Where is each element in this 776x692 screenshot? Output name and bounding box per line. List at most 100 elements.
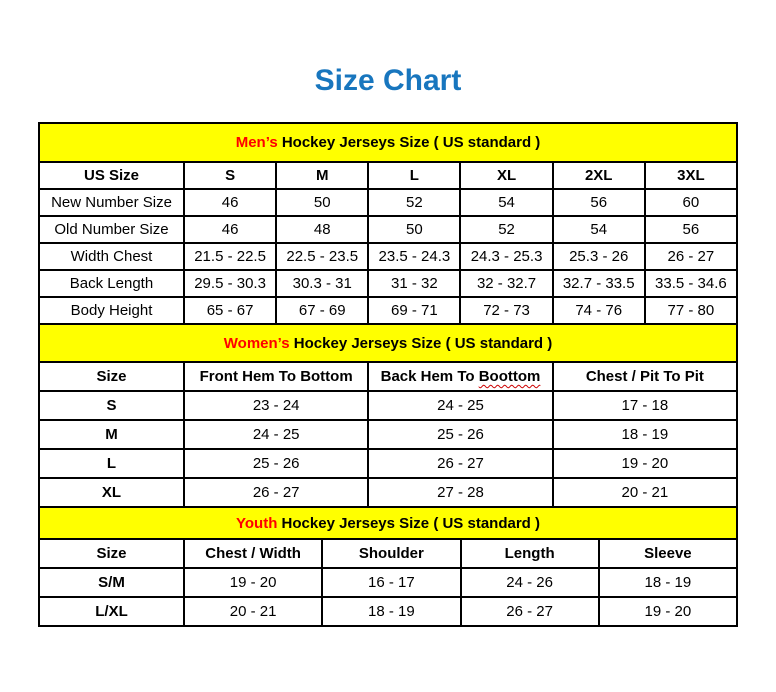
men-size-value: 74 - 76 <box>551 296 646 325</box>
men-row-label: Back Length <box>38 269 185 298</box>
women-size-value: 19 - 20 <box>551 448 739 479</box>
men-size-value: 46 <box>182 215 278 244</box>
women-size-value: 20 - 21 <box>551 477 739 508</box>
men-size-value: 29.5 - 30.3 <box>182 269 278 298</box>
women-row-label: XL <box>38 477 185 508</box>
women-col-header-3: Chest / Pit To Pit <box>551 361 739 392</box>
women-table-row: S 23 - 24 24 - 25 17 - 18 <box>38 390 739 421</box>
youth-size-value: 26 - 27 <box>459 596 600 627</box>
youth-size-value: 19 - 20 <box>597 596 739 627</box>
men-size-value: 77 - 80 <box>643 296 739 325</box>
men-size-value: 48 <box>275 215 370 244</box>
women-table-row: M 24 - 25 25 - 26 18 - 19 <box>38 419 739 450</box>
men-size-value: 32.7 - 33.5 <box>551 269 646 298</box>
men-size-value: 30.3 - 31 <box>275 269 370 298</box>
men-size-value: 26 - 27 <box>643 242 739 271</box>
men-table-row: Back Length 29.5 - 30.3 30.3 - 31 31 - 32 32… <box>38 269 739 298</box>
youth-size-value: 18 - 19 <box>597 567 739 598</box>
youth-col-header-3: Length <box>459 538 600 569</box>
men-size-value: 22.5 - 23.5 <box>275 242 370 271</box>
youth-row-label: S/M <box>38 567 185 598</box>
men-section-banner: Men’s Hockey Jerseys Size ( US standard … <box>38 122 738 163</box>
men-size-value: 52 <box>367 188 462 217</box>
men-col-header-2: M <box>275 161 370 190</box>
women-size-value: 24 - 25 <box>182 419 370 450</box>
men-size-value: 24.3 - 25.3 <box>459 242 554 271</box>
men-row-label: New Number Size <box>38 188 185 217</box>
men-col-header-5: 2XL <box>551 161 646 190</box>
women-banner-text: Hockey Jerseys Size ( US standard ) <box>289 334 553 352</box>
youth-section-banner: Youth Hockey Jerseys Size ( US standard … <box>38 506 738 540</box>
youth-col-header-1: Chest / Width <box>182 538 324 569</box>
youth-size-table: Youth Hockey Jerseys Size ( US standard … <box>38 506 739 627</box>
men-size-value: 50 <box>275 188 370 217</box>
youth-col-header-4: Sleeve <box>597 538 739 569</box>
women-size-value: 25 - 26 <box>367 419 554 450</box>
men-size-value: 33.5 - 34.6 <box>643 269 739 298</box>
men-size-value: 21.5 - 22.5 <box>182 242 278 271</box>
youth-col-header-0: Size <box>38 538 185 569</box>
youth-table-row: L/XL 20 - 21 18 - 19 26 - 27 19 - 20 <box>38 596 739 627</box>
women-row-label: L <box>38 448 185 479</box>
men-row-label: Old Number Size <box>38 215 185 244</box>
men-size-value: 54 <box>551 215 646 244</box>
page-title: Size Chart <box>314 64 462 97</box>
women-size-value: 26 - 27 <box>367 448 554 479</box>
youth-size-value: 20 - 21 <box>182 596 324 627</box>
men-size-value: 31 - 32 <box>367 269 462 298</box>
men-size-value: 72 - 73 <box>459 296 554 325</box>
women-row-label: S <box>38 390 185 421</box>
men-table-row: Old Number Size 46 48 50 52 54 56 <box>38 215 739 244</box>
men-size-value: 32 - 32.7 <box>459 269 554 298</box>
women-table-row: XL 26 - 27 27 - 28 20 - 21 <box>38 477 739 508</box>
youth-banner-text: Hockey Jerseys Size ( US standard ) <box>277 514 540 532</box>
women-size-value: 27 - 28 <box>367 477 554 508</box>
men-size-value: 46 <box>182 188 278 217</box>
men-size-value: 54 <box>459 188 554 217</box>
men-size-value: 52 <box>459 215 554 244</box>
size-chart-tables: Men’s Hockey Jerseys Size ( US standard … <box>37 122 739 627</box>
men-banner-highlight: Men’s <box>235 134 278 151</box>
women-col-header-1: Front Hem To Bottom <box>182 361 370 392</box>
women-size-value: 25 - 26 <box>182 448 370 479</box>
men-size-value: 23.5 - 24.3 <box>367 242 462 271</box>
youth-col-header-2: Shoulder <box>321 538 462 569</box>
youth-size-value: 24 - 26 <box>459 567 600 598</box>
women-size-value: 26 - 27 <box>182 477 370 508</box>
youth-table-row: S/M 19 - 20 16 - 17 24 - 26 18 - 19 <box>38 567 739 598</box>
men-size-table: Men’s Hockey Jerseys Size ( US standard … <box>38 122 739 325</box>
youth-size-value: 19 - 20 <box>182 567 324 598</box>
women-banner-highlight: Women’s <box>223 334 290 352</box>
men-size-value: 65 - 67 <box>182 296 278 325</box>
women-col-header-2: Back Hem To Boottom <box>367 361 554 392</box>
men-col-header-3: L <box>367 161 462 190</box>
men-table-row: Width Chest 21.5 - 22.5 22.5 - 23.5 23.5 - … <box>38 242 739 271</box>
men-size-value: 56 <box>643 215 739 244</box>
misspelled-word: Boottom <box>478 368 541 385</box>
youth-banner-highlight: Youth <box>236 514 278 532</box>
men-col-header-6: 3XL <box>643 161 739 190</box>
youth-size-value: 18 - 19 <box>321 596 462 627</box>
men-col-header-0: US Size <box>38 161 185 190</box>
women-size-value: 24 - 25 <box>367 390 554 421</box>
men-size-value: 69 - 71 <box>367 296 462 325</box>
men-banner-text: Hockey Jerseys Size ( US standard ) <box>277 134 541 151</box>
men-size-value: 25.3 - 26 <box>551 242 646 271</box>
men-col-header-4: XL <box>459 161 554 190</box>
women-size-table: Women’s Hockey Jerseys Size ( US standar… <box>37 323 739 508</box>
men-row-label: Body Height <box>38 296 185 325</box>
women-table-row: L 25 - 26 26 - 27 19 - 20 <box>38 448 739 479</box>
men-table-row: Body Height 65 - 67 67 - 69 69 - 71 72 - 73 7… <box>38 296 739 325</box>
women-size-value: 17 - 18 <box>551 390 739 421</box>
men-col-header-1: S <box>182 161 278 190</box>
men-size-value: 67 - 69 <box>275 296 370 325</box>
youth-size-value: 16 - 17 <box>321 567 462 598</box>
men-table-row: New Number Size 46 50 52 54 56 60 <box>38 188 739 217</box>
women-size-value: 23 - 24 <box>182 390 370 421</box>
men-size-value: 50 <box>367 215 462 244</box>
women-size-value: 18 - 19 <box>551 419 739 450</box>
men-row-label: Width Chest <box>38 242 185 271</box>
women-col-header-0: Size <box>38 361 185 392</box>
women-row-label: M <box>38 419 185 450</box>
